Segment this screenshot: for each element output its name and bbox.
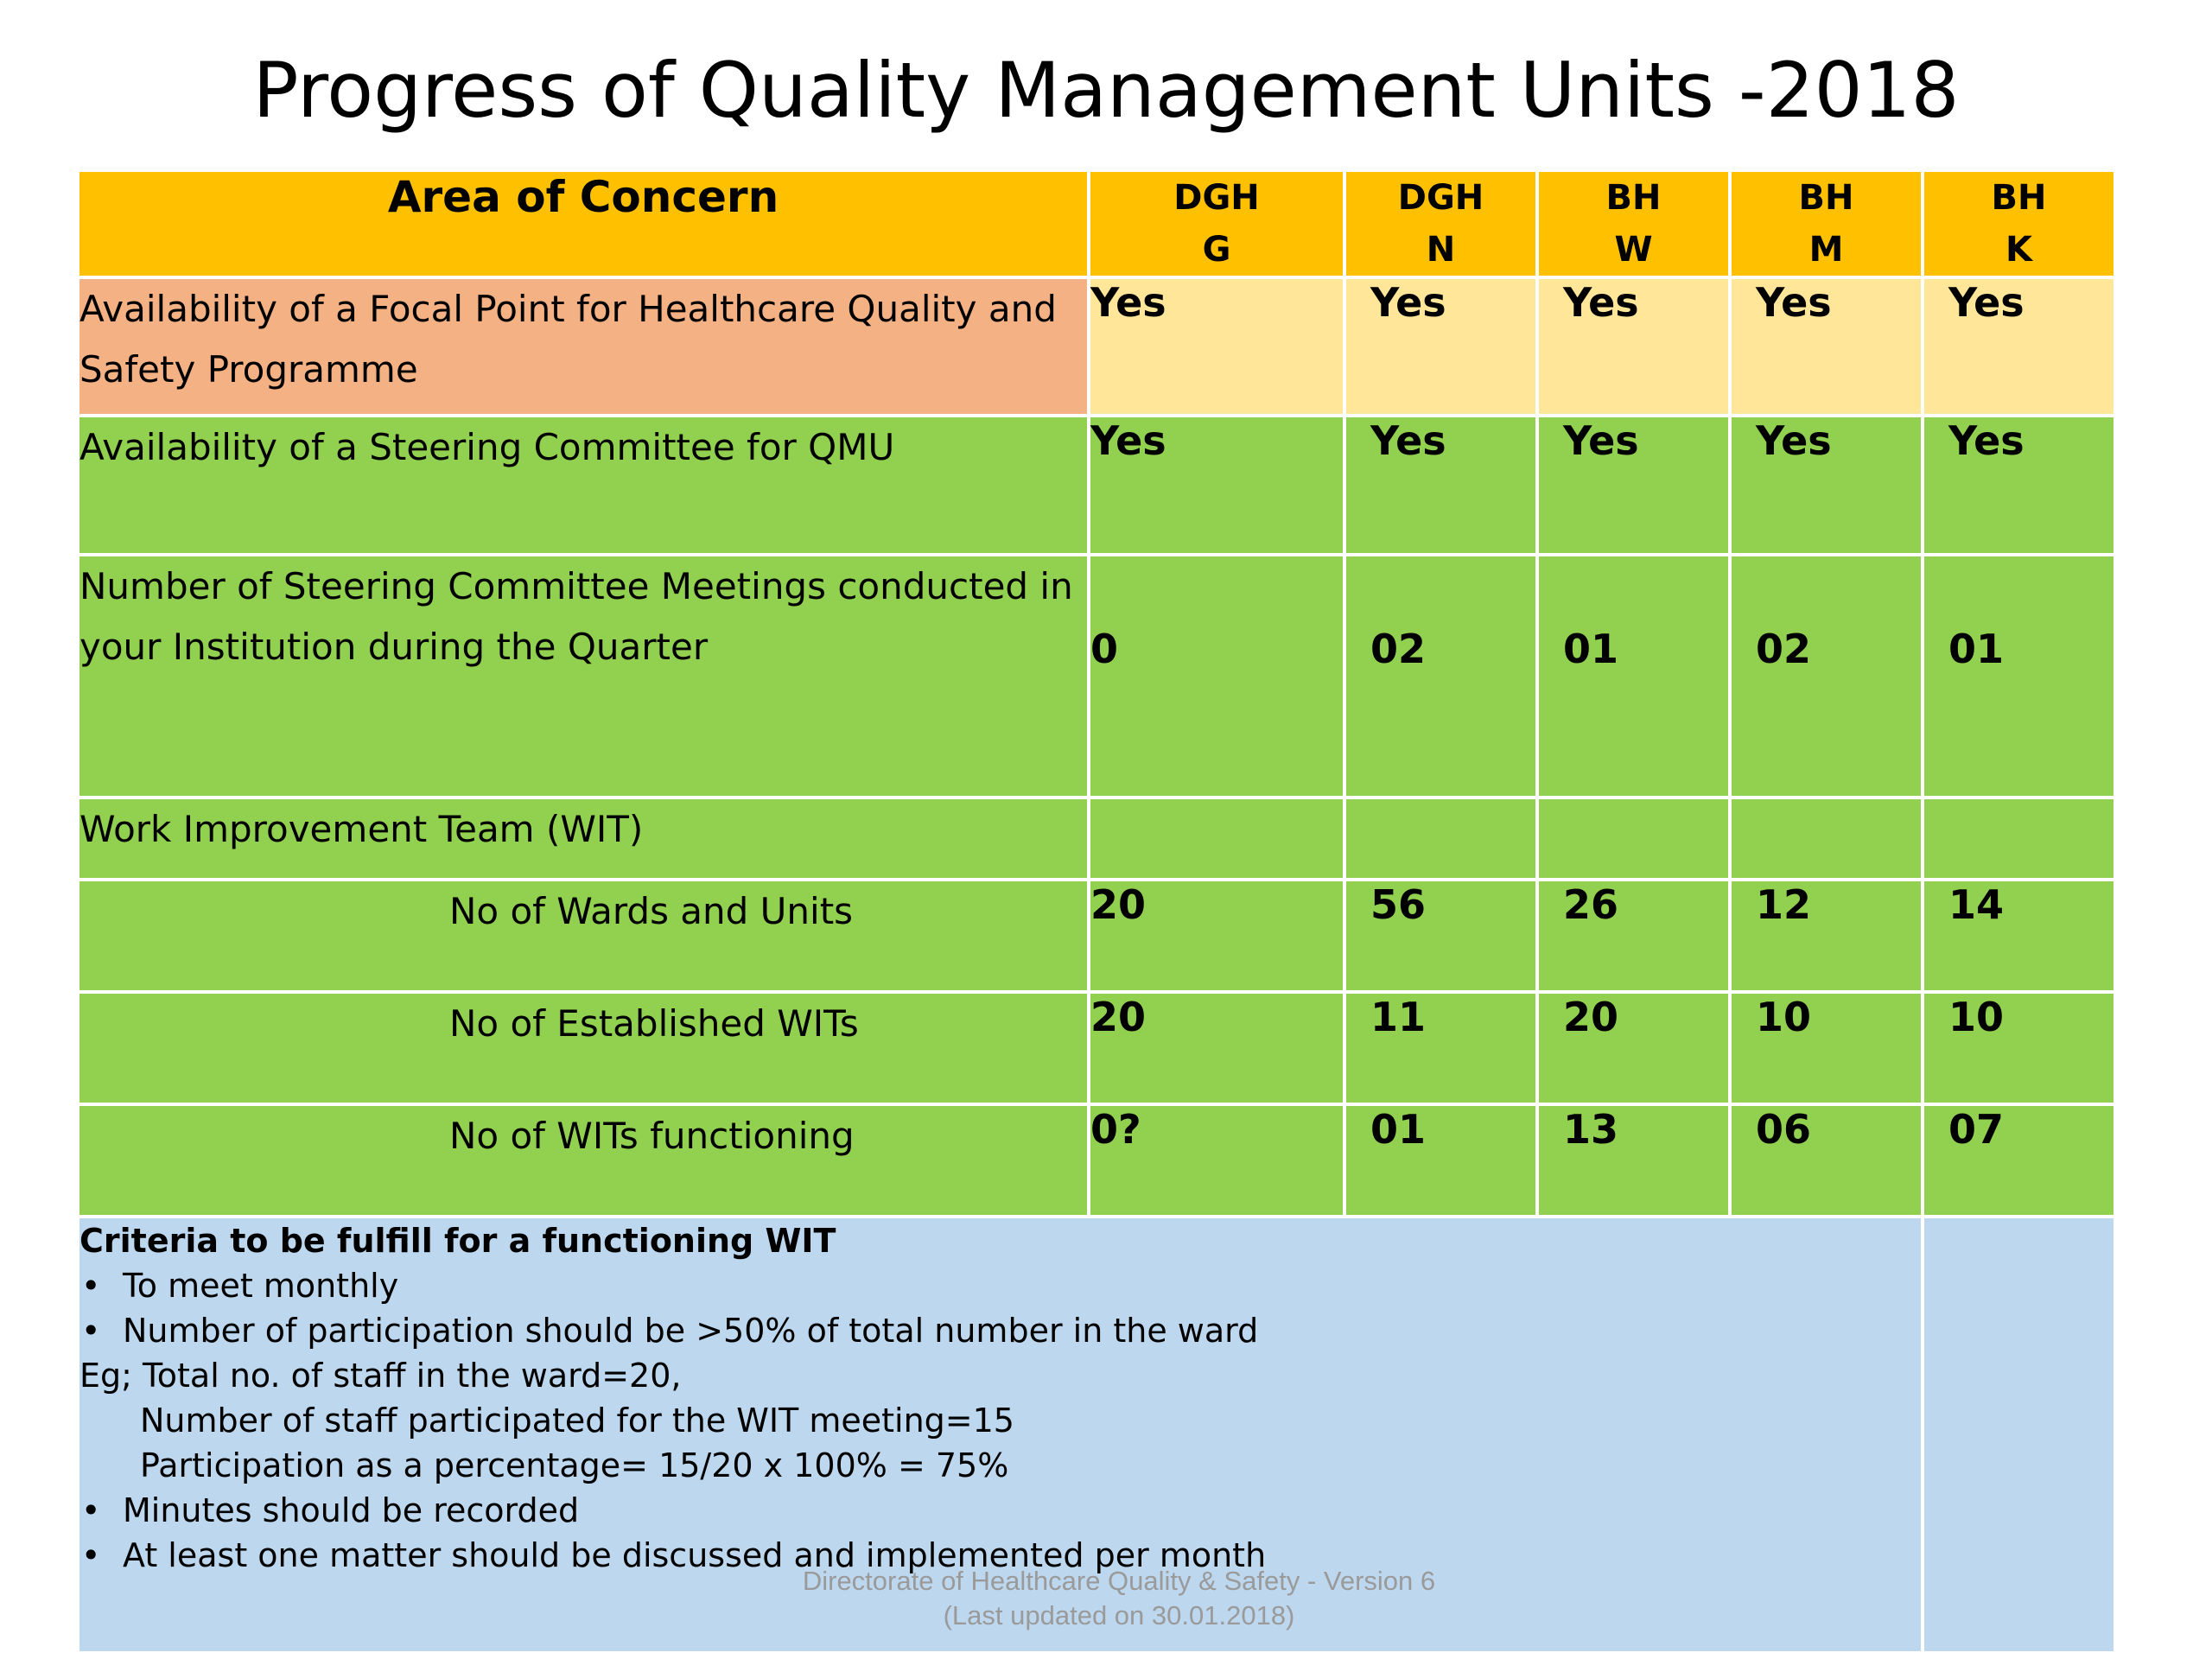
row-value: 07 (1921, 1103, 2117, 1218)
row-value: 56 (1343, 878, 1539, 994)
row-value (1535, 796, 1732, 881)
criteria-example: Eg; Total no. of staff in the ward=20, (79, 1357, 682, 1395)
table-row: Number of Steering Committee Meetings co… (76, 553, 2117, 799)
row-value: 02 (1343, 553, 1539, 799)
row-label: Number of Steering Committee Meetings co… (76, 553, 1090, 799)
footer: Directorate of Healthcare Quality & Safe… (0, 1564, 2212, 1633)
row-value: 06 (1728, 1103, 1924, 1218)
header-col-line2: K (2005, 230, 2032, 270)
header-col-line2: G (1202, 230, 1231, 270)
row-value: Yes (1728, 276, 1924, 417)
row-value: Yes (1087, 276, 1346, 417)
header-col-line1: DGH (1397, 178, 1484, 218)
row-value: 12 (1728, 878, 1924, 994)
criteria-empty-cell (1921, 1215, 2117, 1655)
header-col-line2: W (1614, 230, 1653, 270)
header-col-dghg: DGH G (1087, 168, 1346, 279)
table-row: No of WITs functioning 0? 01 13 06 07 (76, 1103, 2117, 1218)
qmu-progress-table: Area of Concern DGH G DGH N BH W BH M BH K Av… (76, 168, 2117, 1655)
row-value: 02 (1728, 553, 1924, 799)
row-value (1921, 796, 2117, 881)
row-label: Availability of a Focal Point for Health… (76, 276, 1090, 417)
row-value: Yes (1535, 276, 1732, 417)
header-col-line2: M (1808, 230, 1844, 270)
header-col-dghn: DGH N (1343, 168, 1539, 279)
footer-line1: Directorate of Healthcare Quality & Safe… (802, 1566, 1436, 1596)
row-value: Yes (1921, 414, 2117, 556)
row-value: 10 (1728, 990, 1924, 1106)
row-value: 10 (1921, 990, 2117, 1106)
row-value: 13 (1535, 1103, 1732, 1218)
header-col-bhw: BH W (1535, 168, 1732, 279)
criteria-bullet: Number of participation should be >50% o… (79, 1308, 1921, 1353)
criteria-row: Criteria to be fulfill for a functioning… (76, 1215, 2117, 1655)
row-value: 20 (1087, 878, 1346, 994)
table-row: No of Wards and Units 20 56 26 12 14 (76, 878, 2117, 994)
table-row: No of Established WITs 20 11 20 10 10 (76, 990, 2117, 1106)
row-value: 20 (1535, 990, 1732, 1106)
row-label: Work Improvement Team (WIT) (76, 796, 1090, 881)
row-value: 01 (1343, 1103, 1539, 1218)
row-value: 14 (1921, 878, 2117, 994)
row-value: Yes (1921, 276, 2117, 417)
header-col-bhm: BH M (1728, 168, 1924, 279)
header-col-bhk: BH K (1921, 168, 2117, 279)
row-value: 01 (1921, 553, 2117, 799)
criteria-example-line: Number of staff participated for the WIT… (140, 1402, 1014, 1440)
row-value: 26 (1535, 878, 1732, 994)
table-row: Availability of a Steering Committee for… (76, 414, 2117, 556)
row-value (1728, 796, 1924, 881)
header-col-line1: BH (1991, 178, 2047, 218)
header-row: Area of Concern DGH G DGH N BH W BH M BH K (76, 168, 2117, 279)
table-row: Work Improvement Team (WIT) (76, 796, 2117, 881)
criteria-bullet: To meet monthly (79, 1263, 1921, 1308)
header-col-line1: BH (1605, 178, 1662, 218)
row-label: No of WITs functioning (76, 1103, 1090, 1218)
row-value (1343, 796, 1539, 881)
row-value: 01 (1535, 553, 1732, 799)
header-col-line1: DGH (1173, 178, 1260, 218)
criteria-cell: Criteria to be fulfill for a functioning… (76, 1215, 1924, 1655)
row-value: Yes (1535, 414, 1732, 556)
row-value: 20 (1087, 990, 1346, 1106)
header-col-line1: BH (1798, 178, 1854, 218)
row-value: Yes (1087, 414, 1346, 556)
row-value: 0 (1087, 553, 1346, 799)
row-value: Yes (1343, 276, 1539, 417)
header-col-line2: N (1426, 230, 1456, 270)
page-title: Progress of Quality Management Units -20… (252, 46, 1960, 135)
criteria-bullet: At least one matter should be discussed … (79, 1533, 1921, 1578)
row-value: 0? (1087, 1103, 1346, 1218)
criteria-title: Criteria to be fulfill for a functioning… (79, 1222, 836, 1260)
table-row: Availability of a Focal Point for Health… (76, 276, 2117, 417)
row-label: No of Established WITs (76, 990, 1090, 1106)
criteria-example-line: Participation as a percentage= 15/20 x 1… (140, 1446, 1009, 1484)
row-value: 11 (1343, 990, 1539, 1106)
row-value: Yes (1343, 414, 1539, 556)
criteria-bullet: Minutes should be recorded (79, 1488, 1921, 1533)
row-label: Availability of a Steering Committee for… (76, 414, 1090, 556)
footer-line2: (Last updated on 30.01.2018) (943, 1600, 1295, 1630)
row-value (1087, 796, 1346, 881)
header-area-of-concern: Area of Concern (76, 168, 1090, 279)
row-label: No of Wards and Units (76, 878, 1090, 994)
row-value: Yes (1728, 414, 1924, 556)
